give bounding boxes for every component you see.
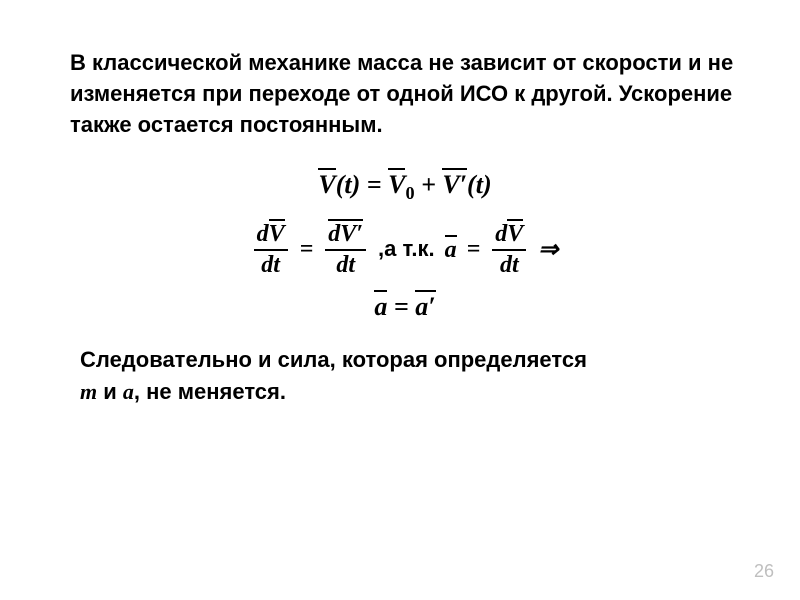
vector-aprime: a′: [415, 290, 435, 322]
var-m: m: [80, 379, 97, 404]
plus-1: +: [421, 170, 436, 199]
conclusion-post: , не меняется.: [134, 379, 286, 404]
slide-container: В классической механике масса не зависит…: [0, 0, 800, 600]
frac-dVprime-dt: dV′ dt: [325, 219, 366, 280]
var-a: a: [123, 379, 134, 404]
equals-1: =: [367, 170, 382, 199]
frac-dV-dt-2: dV dt: [492, 219, 526, 280]
vector-a-2: a: [374, 290, 387, 322]
equation-3: a = a′: [70, 290, 740, 322]
conclusion-and: и: [97, 379, 123, 404]
equations-block: V(t) = V0 + V′(t) dV dt = dV′ dt ,а т.к.…: [70, 168, 740, 321]
den-dt-2: dt: [325, 251, 366, 280]
equals-4: =: [394, 292, 409, 321]
equation-1: V(t) = V0 + V′(t): [70, 168, 740, 204]
open-paren-2: (: [467, 170, 476, 199]
d-prefix-3: d: [495, 221, 507, 247]
num-V-2: V: [507, 219, 523, 249]
var-t: t: [344, 170, 351, 199]
equation-2: dV dt = dV′ dt ,а т.к. a = dV dt ⇒: [70, 219, 740, 280]
close-paren: ): [352, 170, 361, 199]
num-V: V: [269, 219, 285, 249]
den-dt-3: dt: [492, 251, 526, 280]
conclusion-pre: Следовательно и сила, которая определяет…: [80, 347, 587, 372]
subscript-0: 0: [405, 184, 414, 204]
den-dt-1: dt: [254, 251, 288, 280]
var-t-2: t: [476, 170, 483, 199]
conclusion-paragraph: Следовательно и сила, которая определяет…: [80, 344, 740, 408]
equals-2: =: [300, 236, 314, 263]
close-paren-2: ): [483, 170, 492, 199]
vector-Vprime: V′: [442, 168, 467, 200]
vector-V: V: [318, 168, 335, 200]
page-number: 26: [754, 561, 774, 582]
equals-3: =: [467, 236, 481, 263]
num-Vprime: V′: [340, 221, 363, 247]
d-prefix-2: d: [328, 221, 340, 247]
mid-text: ,а т.к.: [378, 236, 435, 262]
vector-V0: V: [388, 168, 405, 200]
vector-a: a: [445, 235, 457, 264]
intro-paragraph: В классической механике масса не зависит…: [70, 48, 740, 140]
d-prefix-1: d: [257, 221, 269, 247]
frac-dV-dt: dV dt: [254, 219, 288, 280]
implies-arrow: ⇒: [538, 235, 558, 264]
